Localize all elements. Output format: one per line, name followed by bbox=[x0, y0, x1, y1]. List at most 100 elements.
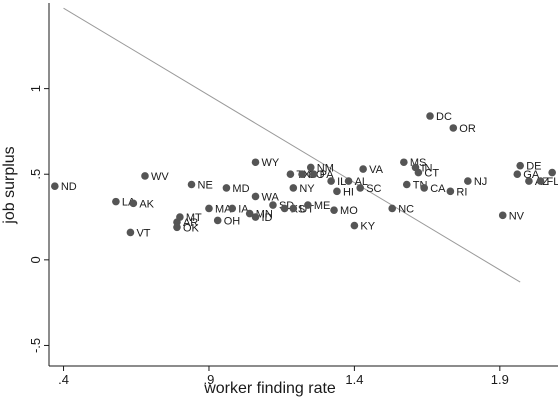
point-label: OH bbox=[224, 215, 241, 227]
y-axis-ticks: -.5 0 .5 1 bbox=[28, 85, 49, 353]
point-marker bbox=[420, 184, 429, 192]
data-point: RI bbox=[446, 186, 467, 198]
point-marker bbox=[400, 158, 408, 167]
point-marker bbox=[414, 168, 423, 177]
point-label: DC bbox=[436, 111, 452, 123]
point-label: MA bbox=[215, 203, 232, 215]
point-marker bbox=[187, 180, 196, 189]
data-point: KY bbox=[350, 221, 376, 233]
point-label: AK bbox=[139, 198, 154, 210]
point-marker bbox=[304, 201, 312, 209]
point-label: CT bbox=[424, 168, 439, 180]
data-point: OK bbox=[173, 222, 200, 234]
data-point: WV bbox=[141, 171, 169, 183]
point-label: NJ bbox=[474, 176, 487, 188]
point-marker bbox=[330, 206, 338, 214]
data-point: VA bbox=[359, 164, 384, 176]
point-marker bbox=[205, 204, 213, 213]
point-marker bbox=[289, 204, 298, 213]
point-label: MD bbox=[232, 183, 249, 195]
data-point: MN bbox=[245, 209, 273, 221]
point-label: KY bbox=[360, 221, 375, 233]
data-point: C bbox=[548, 168, 556, 177]
point-label: MO bbox=[340, 205, 358, 217]
point-label: ME bbox=[314, 200, 331, 212]
data-point: ND bbox=[51, 181, 77, 193]
point-label: NY bbox=[299, 183, 315, 195]
y-tick-label: 1 bbox=[28, 85, 43, 92]
point-label: NC bbox=[398, 203, 414, 215]
point-marker bbox=[449, 124, 458, 132]
point-marker bbox=[446, 187, 455, 196]
point-marker bbox=[525, 177, 533, 185]
point-marker bbox=[176, 213, 184, 221]
data-point: SC bbox=[356, 183, 382, 195]
data-point: WY bbox=[251, 157, 280, 169]
point-label: IA bbox=[238, 203, 249, 215]
point-marker bbox=[280, 204, 289, 213]
point-marker bbox=[464, 177, 472, 185]
data-point: IA bbox=[228, 203, 249, 215]
y-tick-label: 0 bbox=[28, 256, 43, 263]
point-marker bbox=[228, 204, 237, 213]
data-point: DC bbox=[426, 111, 452, 123]
point-marker bbox=[344, 177, 353, 185]
point-marker bbox=[269, 201, 277, 209]
point-marker bbox=[306, 163, 315, 172]
point-marker bbox=[112, 197, 120, 206]
data-point: MA bbox=[205, 203, 232, 215]
data-point: ID bbox=[251, 212, 273, 224]
point-marker bbox=[516, 161, 524, 170]
point-marker bbox=[327, 177, 335, 185]
data-point: NV bbox=[498, 210, 525, 222]
data-point: MT bbox=[176, 212, 202, 224]
point-marker bbox=[298, 170, 306, 179]
point-label: WA bbox=[262, 191, 280, 203]
point-label: AR bbox=[183, 217, 198, 229]
point-label: RI bbox=[456, 186, 467, 198]
data-point: AK bbox=[129, 198, 155, 210]
point-marker bbox=[251, 158, 260, 167]
data-point: CT bbox=[414, 168, 439, 180]
point-marker bbox=[498, 211, 507, 220]
y-tick-label: -.5 bbox=[28, 338, 43, 353]
point-label: WV bbox=[151, 171, 169, 183]
point-marker bbox=[426, 112, 434, 120]
point-marker bbox=[356, 184, 365, 192]
x-tick-label: .4 bbox=[58, 372, 69, 387]
point-label: NM bbox=[317, 162, 334, 174]
point-marker bbox=[289, 184, 298, 192]
x-tick-label: 1.4 bbox=[345, 372, 363, 387]
point-marker bbox=[286, 170, 295, 179]
data-point: WA bbox=[251, 191, 280, 203]
point-label: OR bbox=[459, 123, 476, 135]
point-marker bbox=[359, 165, 367, 173]
point-marker bbox=[513, 170, 522, 179]
point-marker bbox=[251, 213, 260, 221]
point-label: NV bbox=[509, 210, 525, 222]
point-label: IL bbox=[337, 176, 346, 188]
point-marker bbox=[350, 221, 359, 230]
data-point: OH bbox=[213, 215, 241, 227]
point-label: FL bbox=[547, 176, 558, 188]
data-point: ME bbox=[304, 200, 330, 212]
point-marker bbox=[333, 187, 341, 196]
point-marker bbox=[129, 199, 138, 208]
point-marker bbox=[173, 223, 181, 232]
point-label: IN bbox=[421, 162, 432, 174]
point-marker bbox=[213, 216, 222, 225]
point-label: HI bbox=[343, 186, 354, 198]
point-label: VA bbox=[369, 164, 384, 176]
point-marker bbox=[222, 184, 231, 192]
data-point: HI bbox=[333, 186, 354, 198]
point-marker bbox=[126, 228, 135, 237]
point-marker bbox=[51, 182, 59, 191]
data-point: CA bbox=[420, 183, 446, 195]
plot-frame bbox=[48, 3, 558, 367]
data-point: NY bbox=[289, 183, 315, 195]
data-point: VT bbox=[126, 227, 151, 239]
point-marker bbox=[548, 168, 556, 177]
point-marker bbox=[245, 209, 254, 218]
point-label: ID bbox=[262, 212, 273, 224]
